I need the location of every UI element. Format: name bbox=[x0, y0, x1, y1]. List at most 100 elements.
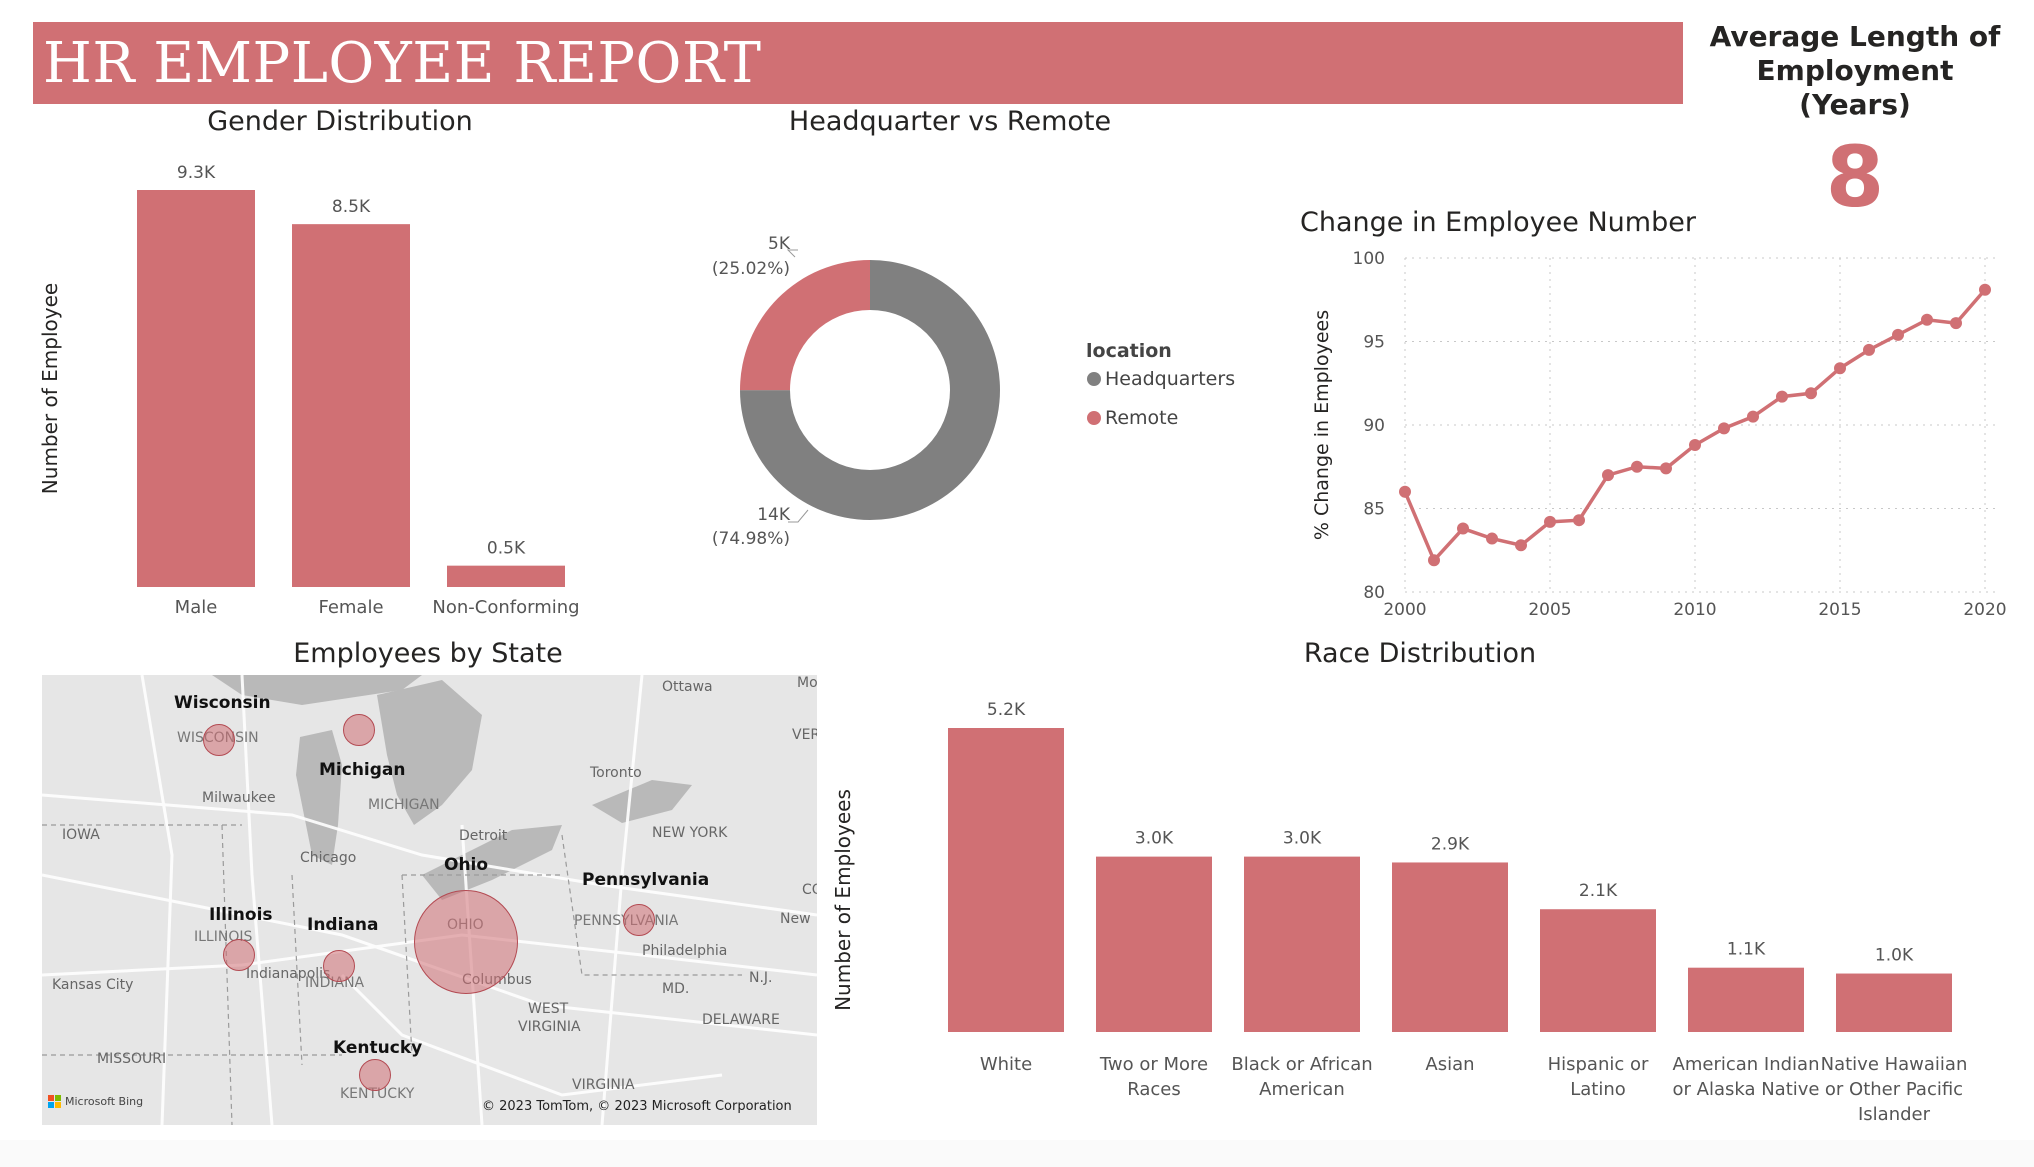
race-bar[interactable] bbox=[1836, 973, 1952, 1032]
race-category-label: American bbox=[1259, 1079, 1345, 1100]
hq-leader-line bbox=[788, 509, 809, 523]
race-category-label: Asian bbox=[1425, 1054, 1474, 1075]
line-point[interactable] bbox=[1834, 362, 1846, 375]
race-bar-chart: Number of Employees 5.2K White 3.0K Two or M… bbox=[831, 700, 1967, 1125]
line-y-tick: 85 bbox=[1363, 500, 1385, 520]
map-place-label: Milwaukee bbox=[202, 790, 276, 806]
race-y-axis-label: Number of Employees bbox=[831, 789, 855, 1011]
line-point[interactable] bbox=[1660, 462, 1672, 475]
map-place-label: VIRGINIA bbox=[572, 1077, 635, 1093]
race-bar[interactable] bbox=[1392, 862, 1508, 1032]
race-bar[interactable] bbox=[948, 728, 1064, 1032]
report-header-banner: HR EMPLOYEE REPORT bbox=[33, 22, 1683, 104]
map-attribution: © 2023 TomTom, © 2023 Microsoft Corporat… bbox=[482, 1099, 792, 1114]
line-point[interactable] bbox=[1631, 460, 1643, 473]
line-point[interactable] bbox=[1399, 485, 1411, 498]
map-state-name: Pennsylvania bbox=[582, 870, 710, 890]
map-place-label: Chicago bbox=[300, 850, 357, 866]
race-category-label: American Indian bbox=[1673, 1054, 1820, 1075]
map-place-label: IOWA bbox=[62, 827, 100, 843]
map-place-label: Indianapolis bbox=[246, 966, 331, 982]
race-category-label: Hispanic or bbox=[1548, 1054, 1649, 1075]
line-point[interactable] bbox=[1486, 532, 1498, 545]
map-bubble-kentucky[interactable] bbox=[359, 1059, 391, 1091]
lake-erie bbox=[422, 825, 562, 900]
map-bubble-michigan[interactable] bbox=[343, 714, 375, 746]
line-point[interactable] bbox=[1544, 515, 1556, 528]
map-bubble-ohio[interactable] bbox=[414, 890, 518, 994]
page-footer-strip bbox=[0, 1140, 2034, 1167]
map-bubble-pennsylvania[interactable] bbox=[623, 904, 655, 936]
race-data-label: 2.9K bbox=[1431, 834, 1470, 854]
kpi-label-line2: Employment (Years) bbox=[1756, 54, 1954, 121]
line-point[interactable] bbox=[1892, 328, 1904, 341]
map-state-name: Michigan bbox=[319, 760, 406, 780]
legend-title: location bbox=[1086, 340, 1172, 362]
line-point[interactable] bbox=[1805, 387, 1817, 400]
line-point[interactable] bbox=[1515, 539, 1527, 552]
line-point[interactable] bbox=[1921, 313, 1933, 326]
donut-slice-headquarters[interactable] bbox=[740, 260, 1000, 520]
remote-value-label: 5K bbox=[768, 234, 791, 254]
map-place-label: Detroit bbox=[459, 828, 508, 844]
line-point[interactable] bbox=[1950, 317, 1962, 330]
gender-y-axis-label: Number of Employee bbox=[38, 283, 62, 494]
line-point[interactable] bbox=[1776, 390, 1788, 403]
map-place-label: MD. bbox=[662, 981, 690, 997]
line-point[interactable] bbox=[1573, 514, 1585, 527]
kpi-card: Average Length of Employment (Years) 8 bbox=[1700, 20, 2010, 226]
map-place-label: N.J. bbox=[749, 970, 773, 986]
map-state-name: Wisconsin bbox=[174, 693, 271, 713]
gender-bar[interactable] bbox=[137, 190, 255, 587]
line-point[interactable] bbox=[1863, 343, 1875, 356]
gender-chart-title: Gender Distribution bbox=[207, 106, 473, 137]
employee-change-line-chart: 80 85 90 95 100 2000 2005 2010 2015 2020 % Change … bbox=[1311, 249, 2007, 620]
gender-bar[interactable] bbox=[447, 565, 565, 587]
line-point[interactable] bbox=[1747, 410, 1759, 423]
race-category-label: White bbox=[980, 1054, 1032, 1075]
map-bubble-wisconsin[interactable] bbox=[203, 724, 235, 756]
gender-category-label: Female bbox=[318, 597, 383, 618]
line-x-tick: 2005 bbox=[1528, 600, 1571, 620]
lake-michigan bbox=[296, 730, 342, 865]
gender-bar[interactable] bbox=[292, 224, 410, 587]
map-place-label: VIRGINIA bbox=[518, 1019, 581, 1035]
race-bar[interactable] bbox=[1244, 856, 1360, 1032]
race-chart-title: Race Distribution bbox=[1303, 638, 1537, 669]
map-state-name: Illinois bbox=[209, 905, 273, 925]
map-place-label: VER bbox=[792, 727, 817, 743]
gender-data-label: 0.5K bbox=[487, 539, 526, 559]
legend-item[interactable]: Remote bbox=[1105, 407, 1178, 429]
kpi-label-line1: Average Length of bbox=[1709, 20, 2001, 53]
bing-label: Microsoft Bing bbox=[65, 1095, 144, 1108]
line-point[interactable] bbox=[1718, 422, 1730, 435]
remote-leader-line bbox=[786, 249, 798, 258]
lake-superior bbox=[212, 675, 422, 705]
race-bar[interactable] bbox=[1688, 967, 1804, 1032]
race-data-label: 3.0K bbox=[1283, 829, 1322, 849]
trend-chart-title: Change in Employee Number bbox=[1300, 207, 1696, 238]
gender-data-label: 8.5K bbox=[332, 197, 371, 217]
race-category-label: Two or More bbox=[1099, 1054, 1208, 1075]
line-point[interactable] bbox=[1689, 439, 1701, 452]
line-point[interactable] bbox=[1602, 469, 1614, 482]
map-place-label: DELAWARE bbox=[702, 1012, 780, 1028]
map-bubble-illinois[interactable] bbox=[223, 939, 255, 971]
race-bar[interactable] bbox=[1096, 856, 1212, 1032]
map-place-label: Ottawa bbox=[662, 679, 713, 695]
race-category-label: Black or African bbox=[1231, 1054, 1372, 1075]
donut-slice-remote[interactable] bbox=[740, 260, 870, 391]
line-point[interactable] bbox=[1457, 522, 1469, 535]
bing-logo: Microsoft Bing bbox=[48, 1095, 143, 1108]
map-bubble-indiana[interactable] bbox=[323, 950, 355, 982]
map-place-label: MISSOURI bbox=[97, 1051, 167, 1067]
line-point[interactable] bbox=[1428, 554, 1440, 567]
state-map[interactable]: Ottawa Mo VER Toronto Milwaukee IOWA Detroit NE… bbox=[42, 675, 817, 1125]
line-point[interactable] bbox=[1979, 283, 1991, 296]
remote-pct-label: (25.02%) bbox=[712, 259, 790, 279]
race-category-label: or Alaska Native bbox=[1673, 1079, 1820, 1100]
race-data-label: 1.1K bbox=[1727, 940, 1766, 960]
race-bar[interactable] bbox=[1540, 909, 1656, 1032]
legend-item[interactable]: Headquarters bbox=[1105, 368, 1235, 390]
line-y-axis-label: % Change in Employees bbox=[1311, 310, 1333, 540]
